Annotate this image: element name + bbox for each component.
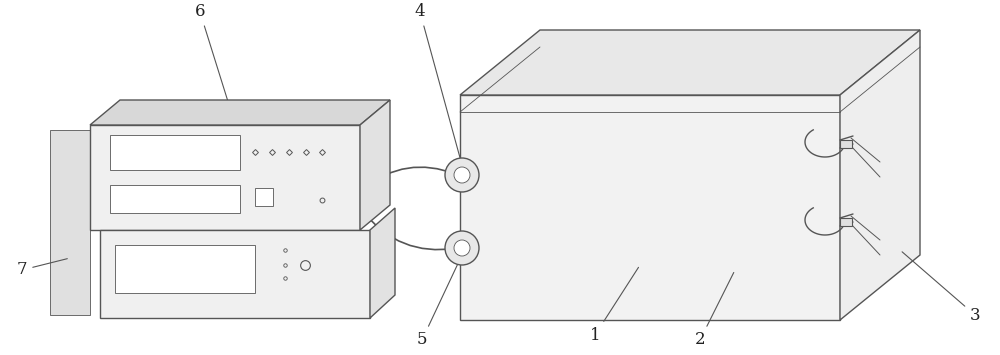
Polygon shape <box>90 100 390 125</box>
Polygon shape <box>460 95 840 320</box>
FancyBboxPatch shape <box>255 188 273 206</box>
Polygon shape <box>370 208 395 318</box>
Polygon shape <box>840 30 920 320</box>
Circle shape <box>445 231 479 265</box>
Polygon shape <box>100 230 370 318</box>
Circle shape <box>454 167 470 183</box>
Text: 5: 5 <box>417 257 461 349</box>
FancyBboxPatch shape <box>840 218 852 226</box>
FancyBboxPatch shape <box>110 135 240 170</box>
Text: 3: 3 <box>902 252 980 323</box>
Text: 2: 2 <box>695 273 734 349</box>
Text: 7: 7 <box>17 259 67 279</box>
Text: 4: 4 <box>415 4 461 162</box>
FancyBboxPatch shape <box>110 185 240 213</box>
FancyBboxPatch shape <box>115 245 255 293</box>
Circle shape <box>454 240 470 256</box>
Polygon shape <box>460 30 920 95</box>
Circle shape <box>445 158 479 192</box>
Text: 1: 1 <box>590 267 638 344</box>
FancyBboxPatch shape <box>840 140 852 148</box>
Polygon shape <box>90 125 360 230</box>
Text: 6: 6 <box>195 4 239 137</box>
Polygon shape <box>360 100 390 230</box>
Polygon shape <box>50 130 90 315</box>
